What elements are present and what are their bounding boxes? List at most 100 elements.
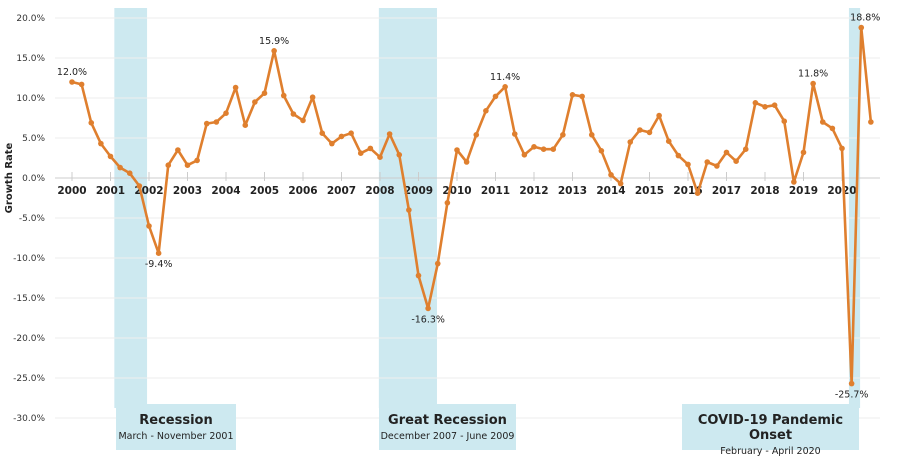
data-point	[386, 131, 393, 137]
data-point	[165, 162, 172, 168]
data-point	[367, 145, 374, 152]
x-tick-label: 2000	[57, 185, 86, 197]
data-point	[656, 112, 662, 119]
data-point	[319, 130, 326, 136]
data-point	[608, 172, 614, 178]
x-tick-label: 2014	[596, 185, 625, 197]
data-point	[588, 132, 595, 138]
y-tick-label: 5.0%	[22, 134, 45, 144]
growth-rate-line	[71, 26, 873, 385]
data-point	[511, 131, 518, 137]
y-axis-label: Growth Rate	[4, 142, 15, 213]
data-point	[357, 150, 364, 156]
data-label: 18.8%	[850, 13, 880, 24]
data-point	[858, 24, 865, 31]
data-point	[98, 140, 104, 147]
data-point	[252, 99, 258, 105]
data-point	[434, 260, 441, 267]
y-tick-label: -25.0%	[13, 374, 45, 384]
data-point	[338, 133, 345, 140]
data-point	[88, 120, 95, 126]
covid-title: COVID-19 Pandemic Onset	[697, 413, 844, 443]
data-point	[223, 110, 229, 116]
data-point	[425, 305, 431, 312]
y-tick-label: -5.0%	[19, 214, 46, 224]
data-point	[627, 139, 634, 145]
data-point	[839, 145, 845, 152]
x-tick-label: 2020	[827, 185, 856, 197]
data-point	[502, 84, 508, 90]
data-point	[675, 152, 682, 159]
data-point	[406, 207, 412, 213]
recession-shade	[114, 8, 148, 408]
data-point	[473, 132, 480, 138]
data-point	[752, 100, 759, 106]
x-tick-label: 2012	[519, 185, 548, 197]
data-point	[203, 120, 210, 127]
data-point	[829, 125, 836, 132]
y-tick-label: -15.0%	[13, 294, 45, 304]
data-point	[377, 154, 383, 160]
data-point	[136, 183, 143, 189]
data-point	[617, 180, 624, 187]
recession-dates: March - November 2001	[118, 431, 234, 442]
data-point	[810, 80, 816, 87]
data-label: -16.3%	[411, 314, 445, 325]
great-recession-dates: December 2007 - June 2009	[380, 431, 515, 442]
data-point	[69, 79, 75, 85]
data-point	[637, 127, 643, 133]
data-point	[723, 149, 730, 156]
data-point	[146, 223, 152, 229]
x-tick-label: 2018	[750, 185, 779, 197]
x-tick-label: 2015	[635, 185, 664, 197]
data-point	[444, 200, 451, 206]
data-point	[463, 159, 470, 165]
data-point	[771, 102, 778, 108]
data-point	[762, 104, 768, 110]
data-point	[598, 148, 605, 154]
x-tick-label: 2019	[789, 185, 818, 197]
data-point	[560, 132, 566, 138]
data-point	[550, 146, 557, 152]
x-tick-label: 2011	[481, 185, 510, 197]
great-recession-title: Great Recession	[388, 413, 507, 428]
x-tick-label: 2008	[365, 185, 394, 197]
x-tick-label: 2017	[712, 185, 741, 197]
data-point	[531, 144, 537, 150]
data-point	[396, 152, 403, 158]
y-tick-label: 0.0%	[22, 174, 45, 184]
data-point	[309, 94, 316, 100]
data-point	[685, 161, 691, 168]
x-tick-label: 2010	[442, 185, 471, 197]
data-point	[155, 250, 162, 256]
data-point	[454, 147, 460, 153]
data-point	[492, 93, 499, 100]
data-point	[415, 272, 422, 279]
data-point	[300, 117, 306, 124]
data-point	[184, 162, 191, 168]
data-point	[329, 140, 335, 147]
data-point	[646, 129, 653, 136]
x-tick-label: 2009	[404, 185, 433, 197]
data-point	[868, 119, 874, 125]
data-point	[213, 119, 220, 125]
data-point	[261, 90, 268, 96]
y-tick-label: 15.0%	[16, 54, 45, 64]
recession-title: Recession	[139, 413, 213, 428]
data-point	[117, 164, 123, 171]
covid-label-box: COVID-19 Pandemic Onset February - April…	[682, 404, 859, 457]
data-point	[569, 92, 576, 98]
data-point	[194, 157, 200, 164]
data-label: -25.7%	[835, 390, 869, 401]
y-tick-label: -20.0%	[13, 334, 45, 344]
data-point	[733, 158, 739, 164]
data-point	[280, 92, 287, 99]
great-recession-label-box: Great Recession December 2007 - June 200…	[379, 404, 516, 450]
x-tick-label: 2006	[288, 185, 317, 197]
data-point	[704, 159, 711, 165]
data-point	[521, 152, 528, 158]
data-point	[800, 149, 807, 156]
data-point	[579, 93, 585, 100]
data-point	[107, 153, 114, 160]
